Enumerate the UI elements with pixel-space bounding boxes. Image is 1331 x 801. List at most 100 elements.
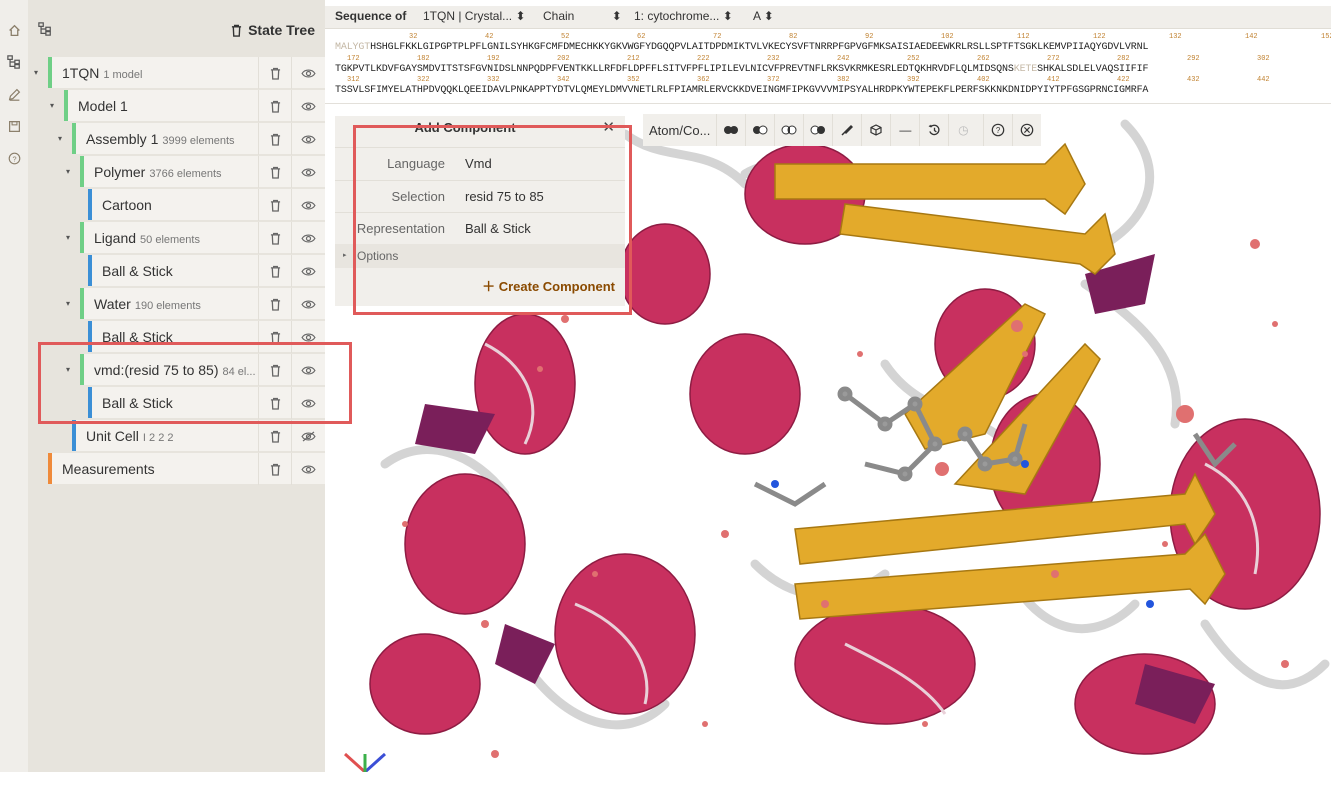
- timer-icon[interactable]: ◷: [948, 114, 977, 146]
- sequence-index-number: 312: [347, 76, 360, 84]
- trash-icon[interactable]: [231, 24, 242, 37]
- eye-icon[interactable]: [291, 189, 325, 221]
- mode-select[interactable]: Chain ⬍: [543, 9, 622, 23]
- caret-down-icon[interactable]: ▾: [66, 233, 71, 242]
- sequence-row[interactable]: TGKPVTLKDVFGAYSMDVITSTSFGVNIDSLNNPQDPFVE…: [335, 64, 1148, 75]
- sequence-index-number: 282: [1117, 55, 1130, 63]
- tree-node[interactable]: ▾ Assembly 1 3999 elements: [58, 122, 325, 155]
- sequence-row[interactable]: MALYGTHSHGLFKKLGIPGPTPLPFLGNILSYHKGFCMFD…: [335, 42, 1148, 53]
- tree-node-label: Ball & Stick: [102, 263, 173, 279]
- minus-icon[interactable]: —: [890, 114, 919, 146]
- language-select[interactable]: Vmd: [465, 156, 492, 171]
- tree-node[interactable]: Measurements: [48, 452, 325, 485]
- language-label: Language: [387, 156, 445, 171]
- tree-node-color-bar: [72, 420, 76, 451]
- trash-icon[interactable]: [258, 321, 292, 353]
- cube-icon[interactable]: [861, 114, 890, 146]
- caret-down-icon[interactable]: ▾: [66, 365, 71, 374]
- entity-select[interactable]: 1: cytochrome... ⬍: [634, 9, 733, 23]
- set-icon[interactable]: [803, 114, 832, 146]
- intersect-icon[interactable]: [774, 114, 803, 146]
- tree-node[interactable]: Ball & Stick: [88, 254, 325, 287]
- eye-icon[interactable]: [291, 387, 325, 419]
- save-icon[interactable]: [4, 116, 24, 136]
- chain-select[interactable]: A ⬍: [753, 9, 774, 23]
- tree-node[interactable]: ▾ Model 1: [50, 89, 325, 122]
- updown-icon: ⬍: [722, 9, 733, 23]
- sequence-residues[interactable]: TGKPVTLKDVFGAYSMDVITSTSFGVNIDSLNNPQDPFVE…: [335, 64, 1014, 75]
- caret-down-icon[interactable]: ▾: [58, 134, 63, 143]
- trash-icon[interactable]: [258, 156, 292, 188]
- tree-node[interactable]: ▾ Polymer 3766 elements: [66, 155, 325, 188]
- tree-node-sublabel: 1 model: [103, 69, 143, 81]
- caret-down-icon[interactable]: ▾: [34, 68, 39, 77]
- tree-node[interactable]: ▾ Water 190 elements: [66, 287, 325, 320]
- sequence-residues[interactable]: HSHGLFKKLGIPGPTPLPFLGNILSYHKGFCMFDMECHKK…: [370, 42, 1149, 53]
- sequence-index-number: 272: [1047, 55, 1060, 63]
- language-row[interactable]: Language Vmd: [335, 147, 625, 180]
- eye-icon[interactable]: [291, 90, 325, 122]
- tree-node[interactable]: ▾ vmd:(resid 75 to 85) 84 el...: [66, 353, 325, 386]
- trash-icon[interactable]: [258, 222, 292, 254]
- eye-icon[interactable]: [291, 123, 325, 155]
- trash-icon[interactable]: [258, 90, 292, 122]
- pencil-icon[interactable]: [4, 84, 24, 104]
- subtract-icon[interactable]: [745, 114, 774, 146]
- viewport-toolbar: Atom/Co... — ◷ ?: [643, 114, 1042, 146]
- home-icon[interactable]: [4, 20, 24, 40]
- eye-off-icon[interactable]: [291, 420, 325, 452]
- eye-icon[interactable]: [291, 156, 325, 188]
- representation-row[interactable]: Representation Ball & Stick: [335, 212, 625, 245]
- history-icon[interactable]: [919, 114, 948, 146]
- caret-down-icon[interactable]: ▾: [66, 299, 71, 308]
- trash-icon[interactable]: [258, 255, 292, 287]
- brush-icon[interactable]: [832, 114, 861, 146]
- eye-icon[interactable]: [291, 255, 325, 287]
- trash-icon[interactable]: [258, 354, 292, 386]
- selection-mode-select[interactable]: Atom/Co...: [649, 122, 711, 138]
- tree-node[interactable]: ▾ Ligand 50 elements: [66, 221, 325, 254]
- options-toggle[interactable]: ▸ Options: [335, 244, 625, 268]
- sequence-residues[interactable]: TSSVLSFIMYELATHPDVQQKLQEEIDAVLPNKAPPTYDT…: [335, 85, 1149, 96]
- close-icon[interactable]: ✕: [602, 119, 615, 136]
- eye-icon[interactable]: [291, 453, 325, 485]
- help-icon[interactable]: ?: [983, 114, 1012, 146]
- selection-input[interactable]: resid 75 to 85: [465, 189, 544, 204]
- trash-icon[interactable]: [258, 453, 292, 485]
- eye-icon[interactable]: [291, 354, 325, 386]
- representation-select[interactable]: Ball & Stick: [465, 221, 531, 236]
- caret-down-icon[interactable]: ▾: [50, 101, 55, 110]
- trash-icon[interactable]: [258, 123, 292, 155]
- tree-node[interactable]: Ball & Stick: [88, 320, 325, 353]
- sequence-index-number: 82: [789, 33, 798, 41]
- sequence-row[interactable]: TSSVLSFIMYELATHPDVQQKLQEEIDAVLPNKAPPTYDT…: [335, 85, 1148, 96]
- trash-icon[interactable]: [258, 189, 292, 221]
- union-icon[interactable]: [716, 114, 745, 146]
- trash-icon[interactable]: [258, 387, 292, 419]
- eye-icon[interactable]: [291, 222, 325, 254]
- eye-icon[interactable]: [291, 321, 325, 353]
- close-circle-icon[interactable]: [1012, 114, 1041, 146]
- trash-icon[interactable]: [258, 57, 292, 89]
- sequence-index-number: 392: [907, 76, 920, 84]
- eye-icon[interactable]: [291, 57, 325, 89]
- sequence-index-number: 152: [1321, 33, 1331, 41]
- structure-select[interactable]: 1TQN | Crystal... ⬍: [423, 9, 526, 23]
- create-component-button[interactable]: ＋ Create Component: [482, 276, 615, 295]
- caret-down-icon[interactable]: ▾: [66, 167, 71, 176]
- tree-icon[interactable]: [4, 52, 24, 72]
- help-icon[interactable]: ?: [4, 148, 24, 168]
- eye-icon[interactable]: [291, 288, 325, 320]
- tree-node-label-text: Cartoon: [102, 197, 152, 213]
- trash-icon[interactable]: [258, 420, 292, 452]
- protein-render[interactable]: [325, 104, 1331, 772]
- sequence-residues[interactable]: SHKALSDLELVAQSIIFIF: [1037, 64, 1149, 75]
- tree-node[interactable]: Ball & Stick: [88, 386, 325, 419]
- sequence-residues-faded[interactable]: KETE: [1013, 64, 1038, 75]
- trash-icon[interactable]: [258, 288, 292, 320]
- selection-row[interactable]: Selection resid 75 to 85: [335, 180, 625, 213]
- tree-node[interactable]: Unit Cell I 2 2 2: [72, 419, 325, 452]
- tree-node[interactable]: ▾ 1TQN 1 model: [34, 56, 325, 89]
- sequence-residues-faded[interactable]: MALYGT: [335, 42, 371, 53]
- tree-node[interactable]: Cartoon: [88, 188, 325, 221]
